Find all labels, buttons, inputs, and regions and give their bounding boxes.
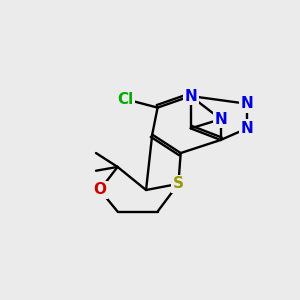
Text: O: O bbox=[93, 182, 106, 197]
Text: N: N bbox=[241, 121, 253, 136]
Text: S: S bbox=[173, 176, 184, 191]
Text: N: N bbox=[241, 96, 253, 111]
Text: N: N bbox=[184, 88, 197, 104]
Text: N: N bbox=[214, 112, 227, 127]
Text: Cl: Cl bbox=[117, 92, 134, 106]
